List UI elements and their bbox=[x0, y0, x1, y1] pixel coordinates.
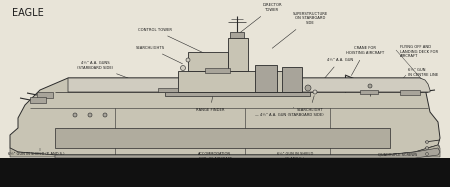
Circle shape bbox=[103, 113, 107, 117]
Text: 6½" GUN IN SHIELD (P. AND S.): 6½" GUN IN SHIELD (P. AND S.) bbox=[8, 152, 64, 156]
Text: SEARCHLIGHTS: SEARCHLIGHTS bbox=[135, 46, 183, 64]
Bar bbox=[282, 67, 302, 92]
Circle shape bbox=[313, 90, 317, 94]
Polygon shape bbox=[228, 38, 248, 71]
Bar bbox=[55, 128, 390, 148]
Text: FLYING OFF AND
LANDING DECK FOR
AIRCRAFT: FLYING OFF AND LANDING DECK FOR AIRCRAFT bbox=[400, 45, 438, 58]
Bar bbox=[360, 90, 378, 94]
Text: SEARCHLIGHT: SEARCHLIGHT bbox=[297, 96, 324, 112]
Circle shape bbox=[88, 113, 92, 117]
Text: RANGE FINDER: RANGE FINDER bbox=[196, 73, 224, 112]
Text: DIRECTOR
TOWER: DIRECTOR TOWER bbox=[239, 3, 282, 33]
Text: EAGLE: EAGLE bbox=[12, 8, 44, 18]
Polygon shape bbox=[10, 145, 440, 157]
Polygon shape bbox=[55, 148, 440, 158]
Circle shape bbox=[186, 58, 190, 62]
Polygon shape bbox=[178, 71, 295, 92]
Text: QUADRUPLE SCREWS: QUADRUPLE SCREWS bbox=[378, 152, 418, 156]
Text: CONTROL TOWER: CONTROL TOWER bbox=[138, 28, 206, 54]
Bar bbox=[37, 92, 53, 98]
Bar bbox=[255, 65, 277, 92]
Circle shape bbox=[426, 140, 428, 143]
Text: alamy - 2E7P5CJ: alamy - 2E7P5CJ bbox=[194, 168, 256, 177]
Bar bbox=[158, 88, 178, 92]
Text: SUPERSTRUCTURE
ON STARBOARD
SIDE: SUPERSTRUCTURE ON STARBOARD SIDE bbox=[272, 12, 328, 48]
Text: 4½" A.A. GUNS
(STARBOARD SIDE): 4½" A.A. GUNS (STARBOARD SIDE) bbox=[77, 61, 158, 89]
Text: — 4½" A.A. GUN (STARBOARD SIDE): — 4½" A.A. GUN (STARBOARD SIDE) bbox=[255, 107, 324, 117]
Bar bbox=[30, 97, 46, 103]
Bar bbox=[400, 90, 420, 95]
Circle shape bbox=[426, 153, 428, 156]
Bar bbox=[230, 32, 244, 38]
Circle shape bbox=[180, 65, 185, 70]
Polygon shape bbox=[10, 78, 440, 155]
Polygon shape bbox=[68, 78, 430, 92]
Circle shape bbox=[426, 146, 428, 149]
Circle shape bbox=[368, 84, 372, 88]
Circle shape bbox=[305, 85, 311, 91]
Text: CRANE FOR
HOISTING AIRCRAFT: CRANE FOR HOISTING AIRCRAFT bbox=[346, 46, 384, 76]
Text: ACCOMMODATION
FOR  21 AIRCRAFT: ACCOMMODATION FOR 21 AIRCRAFT bbox=[198, 152, 232, 161]
Polygon shape bbox=[188, 52, 228, 71]
Text: 6½" GUN
IN CENTRE LINE: 6½" GUN IN CENTRE LINE bbox=[408, 68, 438, 77]
Text: 6½" GUN IN SHIELD
(P. AND S.): 6½" GUN IN SHIELD (P. AND S.) bbox=[277, 152, 313, 161]
Circle shape bbox=[73, 113, 77, 117]
Bar bbox=[0, 158, 450, 187]
Text: 4½" A.A. GUN: 4½" A.A. GUN bbox=[320, 58, 353, 84]
Polygon shape bbox=[165, 92, 310, 96]
Bar bbox=[205, 68, 230, 73]
